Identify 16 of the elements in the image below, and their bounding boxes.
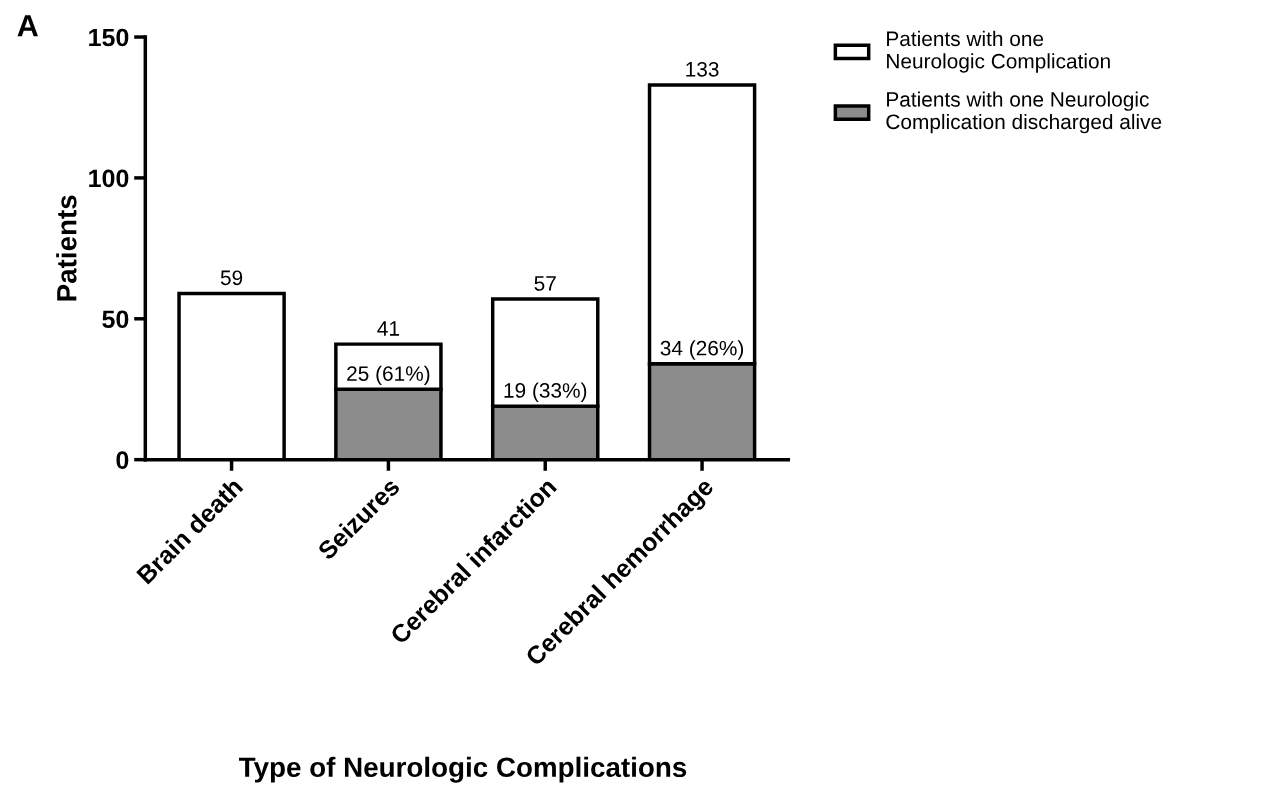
legend-label: Patients with one Neurologic Complication xyxy=(887,30,1110,73)
y-tick-label: 150 xyxy=(89,28,129,47)
total-label: 59 xyxy=(220,270,243,286)
data-label: 19 (33%) xyxy=(504,382,587,402)
total-label: 133 xyxy=(686,61,719,77)
y-tick-label: 50 xyxy=(102,310,129,329)
x-axis-title: Type of Neurologic Complications xyxy=(238,756,687,783)
y-tick-label: 0 xyxy=(116,451,129,469)
total-label: 57 xyxy=(534,276,556,291)
legend-label: Patients with one Neurologic Complication discharged alive xyxy=(886,91,1162,134)
y-tick-label: 100 xyxy=(89,169,129,188)
data-label: 25 (61%) xyxy=(347,365,430,386)
data-label: 34 (26%) xyxy=(660,340,744,360)
y-axis-title: Patients xyxy=(56,195,77,301)
text: A xyxy=(17,15,38,37)
total-label: 41 xyxy=(377,321,399,336)
